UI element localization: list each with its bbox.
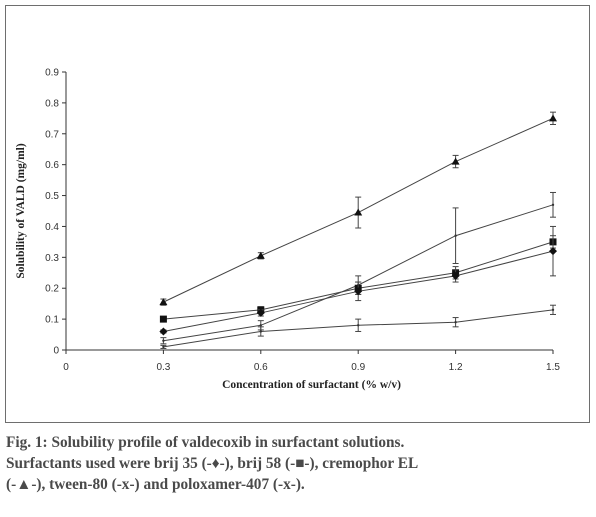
x-tick-label: 0: [63, 362, 69, 373]
x-tick-label: 1.5: [546, 362, 560, 373]
data-point: [162, 345, 165, 349]
chart-axes: 0 0.1 0.2 0.3 0.4 0.5 0.6 0.7 0.8 0.9 0 0.3 0.6 0.9 1.…: [45, 68, 560, 374]
data-point: [162, 339, 165, 342]
solubility-chart: 0 0.1 0.2 0.3 0.4 0.5 0.6 0.7 0.8 0.9 0 0.3 0.6 0.9 1.…: [15, 68, 560, 392]
y-tick-label: 0.9: [45, 68, 59, 79]
caption-line-3: (-▲-), tween-80 (-x-) and poloxamer-407 …: [6, 476, 305, 493]
x-tick-label: 1.2: [449, 362, 463, 373]
x-axis-title: Concentration of surfactant (% w/v): [222, 379, 401, 391]
data-point-triangle: [354, 208, 363, 216]
x-tick-label: 0.6: [254, 362, 268, 373]
series-cremophor-el: [159, 111, 557, 306]
data-point: [454, 234, 457, 237]
y-tick-label: 0.1: [45, 315, 59, 326]
figure-caption: Fig. 1: Solubility profile of valdecoxib…: [6, 432, 590, 495]
chart-series-layer: [159, 111, 557, 349]
y-tick-label: 0.8: [45, 98, 59, 109]
data-point: [357, 324, 360, 327]
y-tick-label: 0.5: [45, 191, 59, 202]
x-tick-label: 0.9: [351, 362, 365, 373]
y-tick-label: 0: [53, 346, 59, 357]
data-point-diamond: [451, 271, 460, 280]
caption-line-1: Fig. 1: Solubility profile of valdecoxib…: [6, 434, 405, 451]
y-tick-label: 0.4: [45, 222, 59, 233]
series-poloxamer-407: [160, 304, 556, 349]
data-point-triangle: [159, 298, 168, 306]
data-point: [259, 324, 262, 327]
y-tick-label: 0.7: [45, 129, 59, 140]
data-point-diamond: [159, 327, 168, 336]
y-tick-label: 0.3: [45, 253, 59, 264]
x-tick-label: 0.3: [156, 362, 170, 373]
data-point-diamond: [256, 308, 265, 317]
data-point: [454, 321, 457, 324]
data-point-triangle: [451, 157, 460, 165]
y-axis-title: Solubility of VALD (mg/ml): [15, 143, 27, 279]
figure-frame: [5, 5, 590, 423]
y-tick-label: 0.2: [45, 284, 59, 295]
y-tick-label: 0.6: [45, 160, 59, 171]
data-point: [551, 203, 555, 207]
data-point-square: [159, 315, 167, 323]
series-brij-35: [159, 225, 557, 336]
data-point: [259, 330, 262, 333]
data-point: [551, 308, 555, 312]
data-point-triangle: [549, 114, 557, 122]
data-point-diamond: [549, 247, 557, 256]
data-point-triangle: [256, 251, 265, 259]
caption-line-2: Surfactants used were brij 35 (-♦-), bri…: [6, 455, 419, 472]
data-point-diamond: [354, 287, 363, 296]
